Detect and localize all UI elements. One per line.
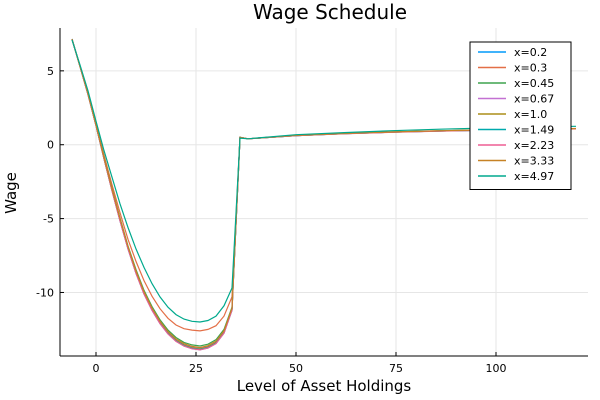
legend-label: x=0.2 <box>514 46 547 59</box>
legend-label: x=4.97 <box>514 170 554 183</box>
legend-label: x=1.49 <box>514 124 554 137</box>
x-tick-label: 0 <box>93 362 100 375</box>
y-axis-label: Wage <box>2 172 20 214</box>
chart-title: Wage Schedule <box>253 0 407 24</box>
y-tick-label: 5 <box>47 65 54 78</box>
legend-label: x=3.33 <box>514 155 554 168</box>
legend-label: x=0.45 <box>514 77 554 90</box>
y-tick-label: 0 <box>47 139 54 152</box>
legend-label: x=1.0 <box>514 108 547 121</box>
tick-labels: 0 25 50 75 100 -10 -5 0 5 <box>36 65 506 375</box>
series-line-9 <box>71 39 577 323</box>
legend-label: x=0.3 <box>514 62 547 75</box>
y-tick-label: -10 <box>36 286 54 299</box>
axes <box>59 28 588 357</box>
series-line-8 <box>71 38 577 349</box>
legend-label: x=2.23 <box>514 139 554 152</box>
series-lines <box>71 38 577 351</box>
x-tick-label: 100 <box>486 362 507 375</box>
x-tick-label: 75 <box>389 362 403 375</box>
legend: x=0.2 x=0.3 x=0.45 x=0.67 x=1.0 x=1.49 x=2.23 x… <box>469 41 572 190</box>
x-tick-label: 50 <box>289 362 303 375</box>
y-tick-label: -5 <box>43 213 54 226</box>
legend-box <box>469 41 572 190</box>
legend-label: x=0.67 <box>514 93 554 106</box>
x-axis-label: Level of Asset Holdings <box>237 377 412 395</box>
x-tick-label: 25 <box>189 362 203 375</box>
